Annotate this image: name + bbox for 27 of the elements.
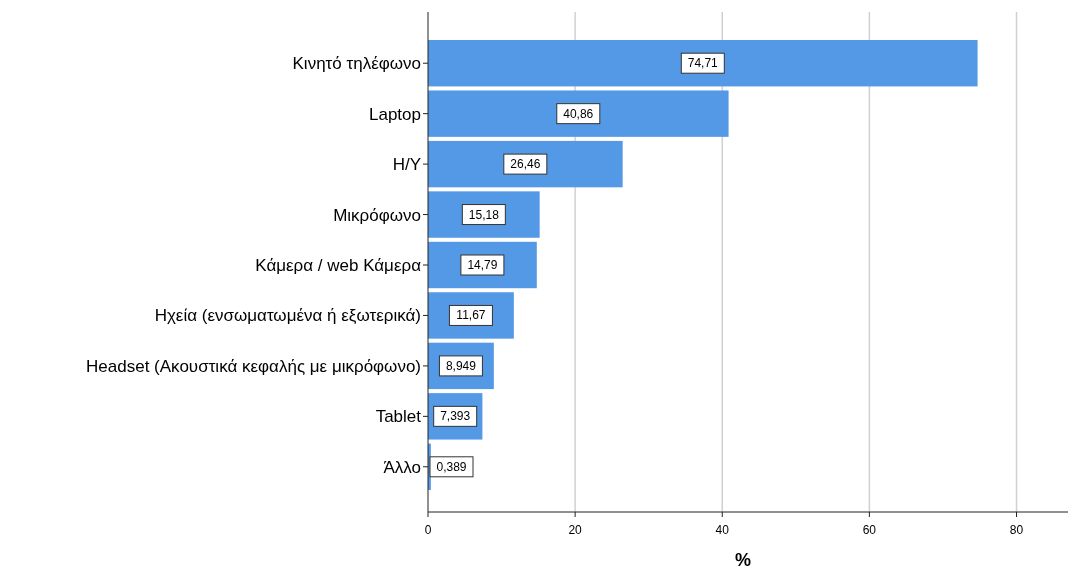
x-tick-label: 40 — [715, 523, 730, 537]
y-tick-label: Άλλο — [383, 457, 421, 477]
data-label: 26,46 — [510, 157, 541, 172]
data-label: 74,71 — [687, 56, 719, 71]
bar — [428, 140, 623, 188]
data-label: 0,389 — [436, 459, 467, 474]
bar — [428, 40, 978, 87]
x-tick-label: 80 — [1009, 523, 1024, 537]
x-tick-label: 20 — [568, 523, 583, 537]
y-tick-label: Μικρόφωνο — [333, 205, 421, 225]
y-tick-label: Tablet — [375, 407, 422, 427]
data-label: 7,393 — [440, 409, 471, 424]
y-tick-label: Laptop — [369, 104, 421, 124]
data-label: 15,18 — [468, 207, 500, 222]
data-label: 14,79 — [467, 258, 498, 272]
y-tick-label: Headset (Ακουστικά κεφαλής με μικρόφωνο) — [86, 356, 421, 376]
y-tick-label: Κινητό τηλέφωνο — [292, 54, 421, 74]
y-tick-label: Ηχεία (ενσωματωμένα ή εξωτερικά) — [154, 306, 421, 326]
y-tick-label: Κάμερα / web Κάμερα — [255, 256, 422, 275]
data-label: 40,86 — [563, 106, 594, 121]
bar — [428, 90, 729, 137]
x-tick-label: 60 — [862, 523, 877, 537]
y-tick-label: Η/Υ — [392, 155, 421, 175]
x-axis-title: % — [734, 550, 752, 570]
data-label: 11,67 — [456, 308, 486, 323]
x-tick-label: 0 — [424, 523, 432, 537]
data-label: 8,949 — [445, 358, 477, 373]
